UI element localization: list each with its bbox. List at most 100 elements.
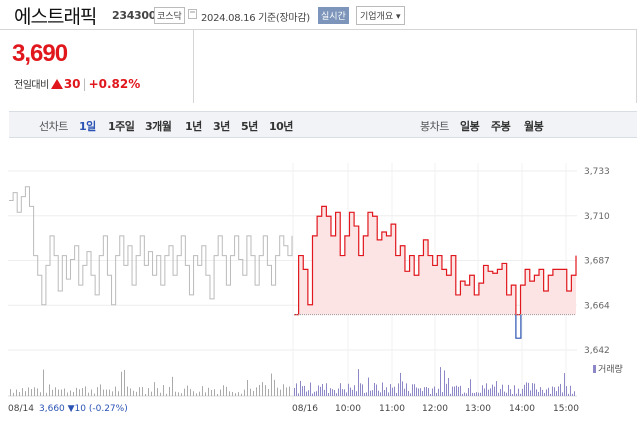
volume-bar bbox=[314, 391, 315, 396]
volume-bar bbox=[34, 387, 35, 396]
volume-bar bbox=[520, 393, 521, 396]
volume-bar bbox=[214, 389, 215, 396]
volume-bar bbox=[193, 391, 194, 396]
volume-bar bbox=[187, 385, 188, 396]
volume-bar bbox=[554, 387, 555, 396]
company-overview-button[interactable]: 기업개요 ▾ bbox=[356, 6, 405, 25]
volume-bar bbox=[424, 387, 425, 396]
volume-bar bbox=[294, 387, 295, 396]
volume-bar bbox=[271, 373, 272, 396]
price-chart[interactable]: 3,733 3,710 3,687 3,664 3,642 거래량 08/14 08/16 10… bbox=[0, 150, 637, 431]
volume-bar bbox=[247, 379, 248, 396]
today-line bbox=[294, 205, 577, 316]
volume-bar bbox=[466, 393, 467, 396]
volume-bar bbox=[94, 393, 95, 396]
volume-bar bbox=[97, 387, 98, 396]
volume-bar bbox=[130, 388, 131, 396]
volume-bar bbox=[308, 390, 309, 396]
volume-bar bbox=[61, 389, 62, 396]
volume-bar bbox=[103, 389, 104, 396]
volume-bar bbox=[223, 385, 224, 396]
volume-bar bbox=[13, 392, 14, 396]
volume-bar bbox=[488, 389, 489, 396]
volume-bar bbox=[70, 390, 71, 396]
volume-bar bbox=[544, 392, 545, 396]
volume-bar bbox=[542, 389, 543, 396]
volume-bar bbox=[474, 393, 475, 396]
volume-bar bbox=[259, 384, 260, 396]
volume-bar bbox=[394, 386, 395, 396]
tab-daily-candle[interactable]: 일봉 bbox=[460, 120, 480, 133]
volume-bar bbox=[476, 392, 477, 396]
tab-monthly-candle[interactable]: 월봉 bbox=[524, 120, 544, 133]
volume-bar bbox=[283, 384, 284, 396]
y-tick-label: 3,642 bbox=[584, 346, 610, 356]
volume-bar bbox=[448, 378, 449, 396]
y-tick-label: 3,733 bbox=[584, 167, 610, 177]
volume-bar bbox=[139, 387, 140, 396]
volume-bar bbox=[348, 383, 349, 396]
x-tick-label: 14:00 bbox=[509, 404, 535, 414]
x-tick-label: 08/14 bbox=[8, 404, 34, 414]
realtime-button[interactable]: 실시간 bbox=[318, 7, 349, 24]
volume-bar bbox=[238, 392, 239, 396]
volume-bar bbox=[217, 393, 218, 396]
volume-bar bbox=[508, 384, 509, 396]
volume-bar bbox=[289, 386, 290, 396]
volume-bar bbox=[528, 382, 529, 396]
tab-10year[interactable]: 10년 bbox=[269, 120, 293, 133]
volume-bar bbox=[25, 391, 26, 396]
volume-bar bbox=[145, 393, 146, 396]
volume-bar bbox=[133, 390, 134, 396]
volume-bar bbox=[536, 389, 537, 396]
volume-bar bbox=[350, 387, 351, 396]
volume-bar bbox=[522, 388, 523, 396]
change-row: 전일대비 30 | +0.82% bbox=[14, 76, 140, 91]
volume-bar bbox=[166, 393, 167, 396]
volume-bar bbox=[199, 391, 200, 396]
volume-bar bbox=[76, 387, 77, 396]
x-tick-label: 08/16 bbox=[292, 404, 318, 414]
change-amount: 30 bbox=[63, 77, 81, 91]
volume-bar bbox=[540, 387, 541, 396]
volume-bar bbox=[464, 392, 465, 396]
volume-bar bbox=[109, 389, 110, 396]
volume-bar bbox=[196, 393, 197, 396]
volume-bar bbox=[416, 387, 417, 396]
x-tick-label: 10:00 bbox=[335, 404, 361, 414]
volume-bar bbox=[512, 393, 513, 396]
volume-bar bbox=[326, 383, 327, 396]
tab-1year[interactable]: 1년 bbox=[185, 120, 202, 133]
volume-bar bbox=[124, 369, 125, 396]
tab-1day[interactable]: 1일 bbox=[79, 120, 96, 133]
volume-bar bbox=[558, 386, 559, 396]
volume-bar bbox=[506, 392, 507, 396]
volume-bar bbox=[322, 384, 323, 396]
tab-3year[interactable]: 3년 bbox=[213, 120, 230, 133]
volume-bar bbox=[324, 389, 325, 396]
period-bar: 선차트 1일 1주일 3개월 1년 3년 5년 10년 봉차트 일봉 주봉 월봉 bbox=[9, 111, 637, 138]
tab-1week[interactable]: 1주일 bbox=[108, 120, 135, 133]
volume-bar bbox=[163, 385, 164, 396]
tab-weekly-candle[interactable]: 주봉 bbox=[491, 120, 511, 133]
tab-5year[interactable]: 5년 bbox=[241, 120, 258, 133]
volume-bar bbox=[181, 393, 182, 396]
volume-bar bbox=[298, 393, 299, 396]
volume-bar bbox=[374, 382, 375, 396]
tab-3month[interactable]: 3개월 bbox=[145, 120, 172, 133]
volume-bar bbox=[534, 383, 535, 396]
volume-bar bbox=[184, 388, 185, 396]
volume-bar bbox=[364, 392, 365, 396]
separator: | bbox=[82, 77, 87, 91]
volume-bar bbox=[538, 391, 539, 396]
volume-bar bbox=[340, 383, 341, 396]
volume-bar bbox=[55, 387, 56, 396]
volume-bar bbox=[480, 392, 481, 396]
y-tick-label: 3,710 bbox=[584, 212, 610, 222]
volume-bar bbox=[241, 393, 242, 396]
volume-bar bbox=[312, 393, 313, 396]
stock-name: 에스트래픽 bbox=[14, 6, 97, 28]
volume-bar bbox=[64, 388, 65, 396]
volume-bar bbox=[211, 389, 212, 396]
change-label: 전일대비 bbox=[14, 80, 49, 91]
